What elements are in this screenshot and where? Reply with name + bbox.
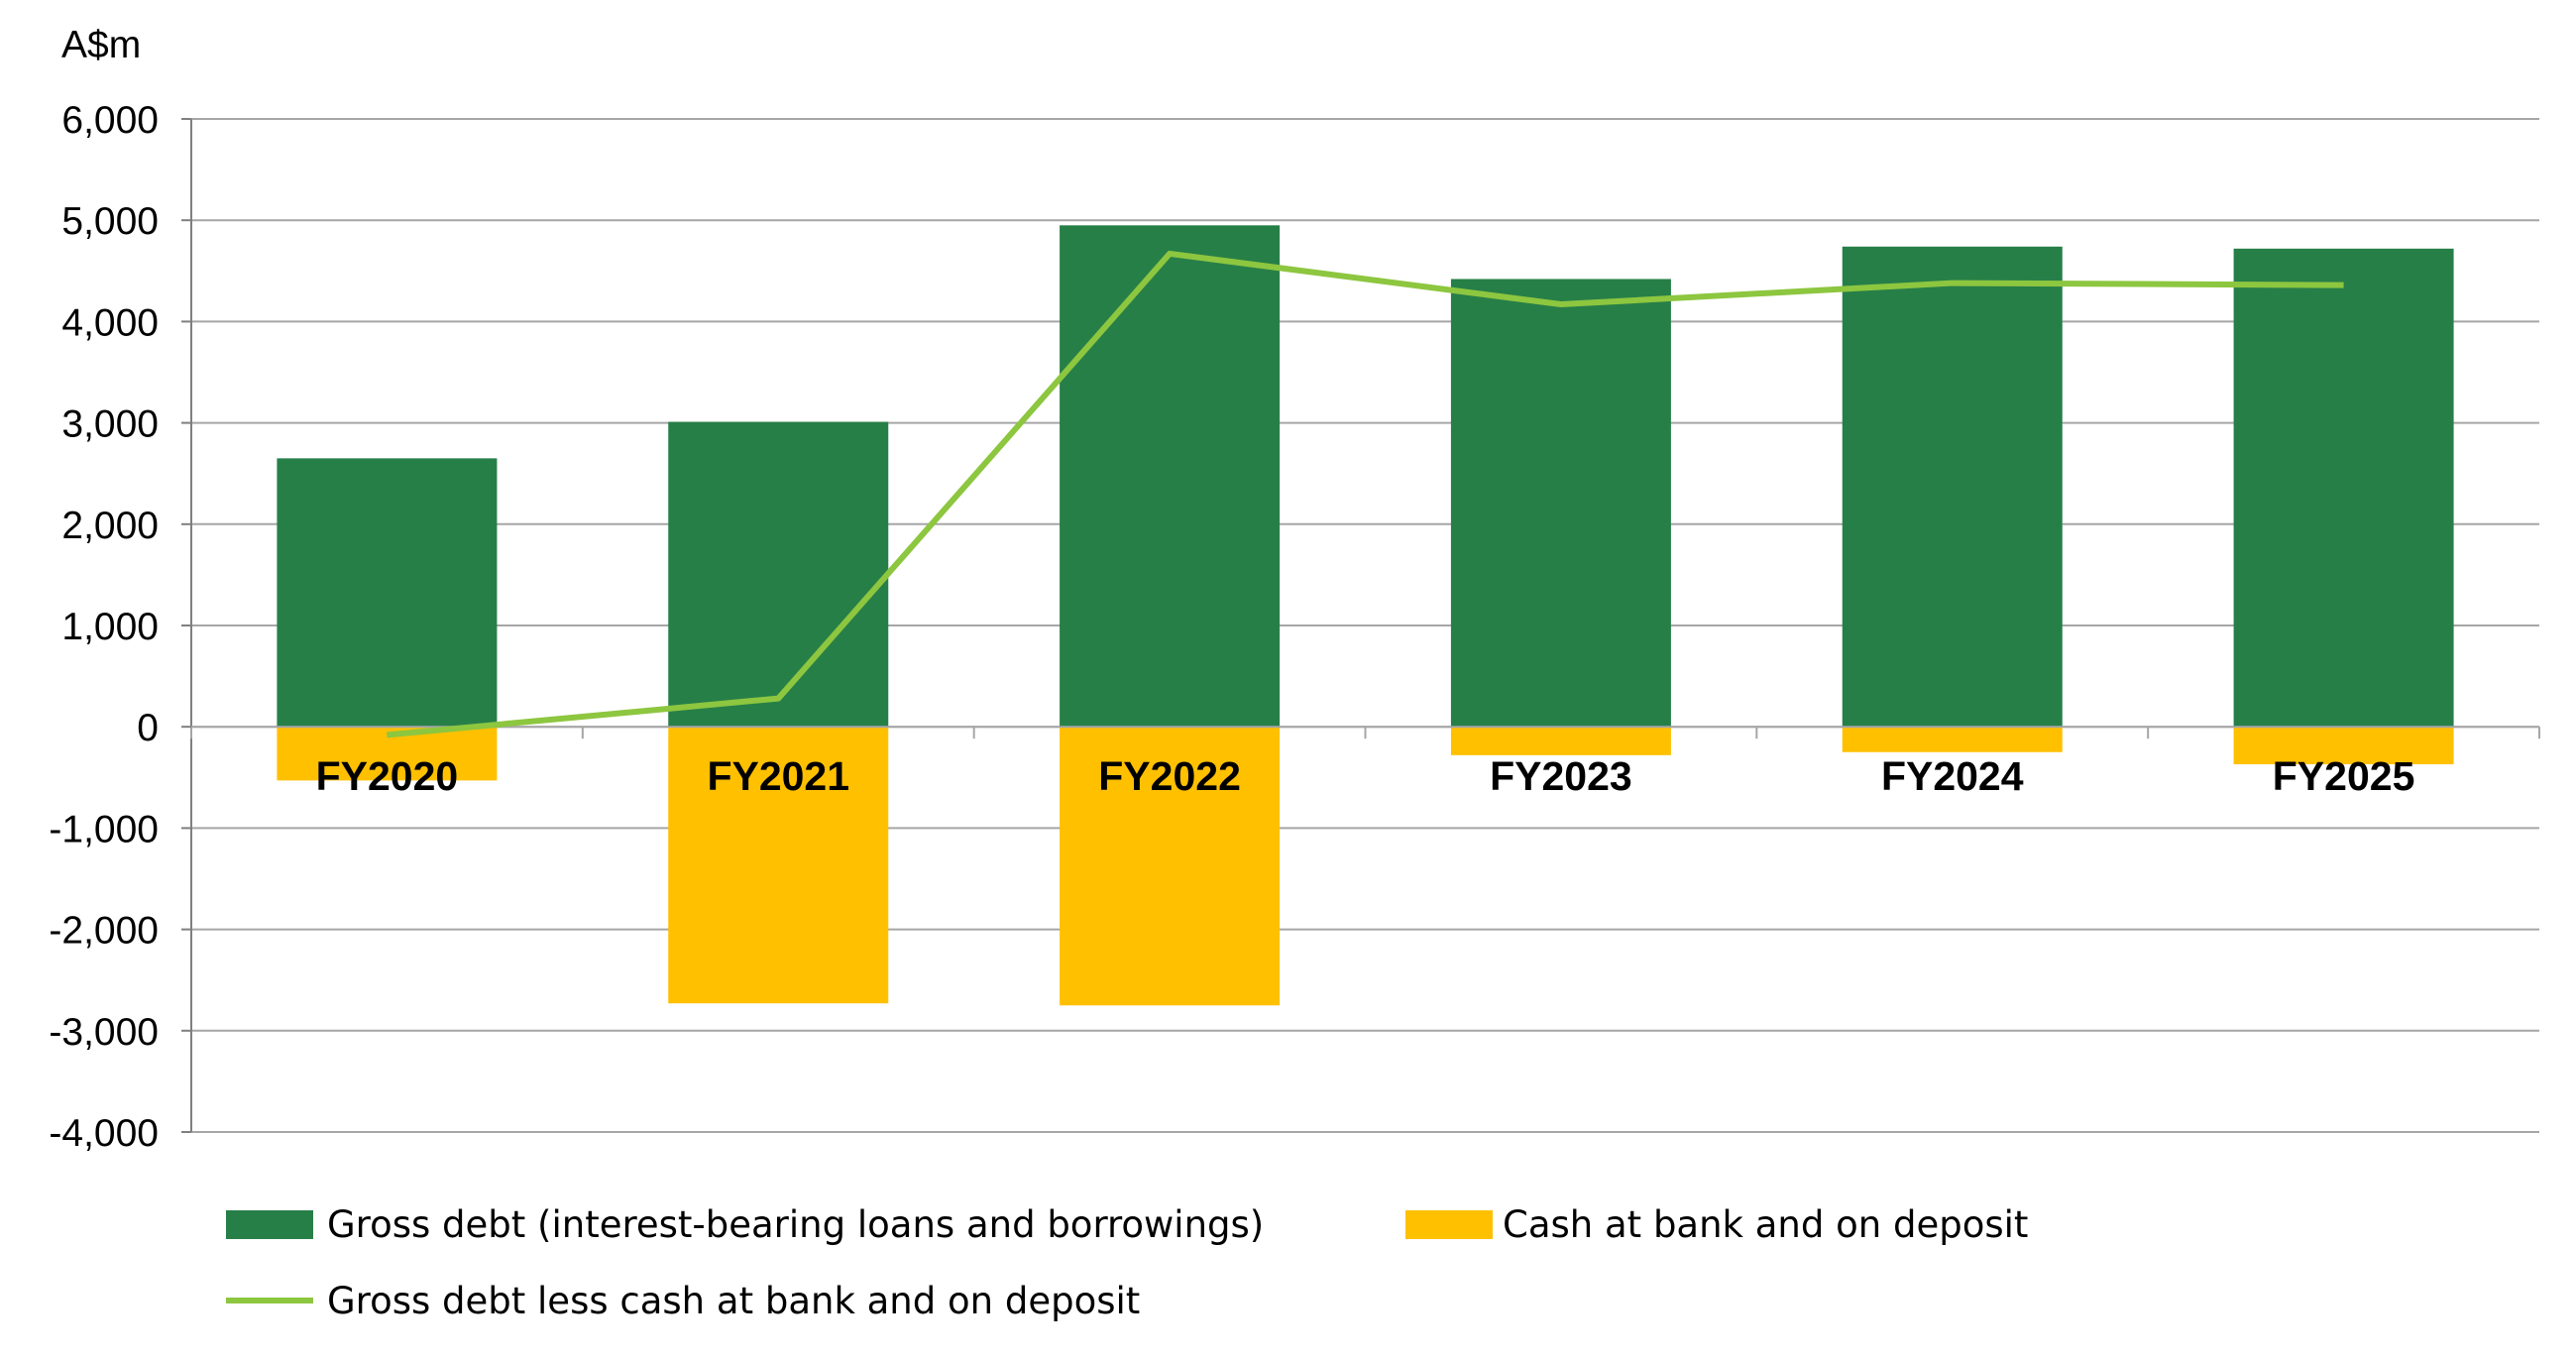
- x-tick-label: FY2023: [1490, 753, 1632, 799]
- y-tick-label: 0: [137, 707, 159, 749]
- y-tick-label: 4,000: [61, 301, 159, 344]
- bar-cash: [2233, 727, 2454, 765]
- net-debt-line: [387, 250, 2344, 738]
- bars: [277, 225, 2454, 1006]
- x-axis-ticks: FY2020 FY2021 FY2022 FY2023 FY2024 FY2025: [316, 753, 2415, 799]
- y-tick-label: -4,000: [49, 1112, 159, 1155]
- x-tick-label: FY2021: [707, 753, 849, 799]
- y-tick-label: 2,000: [61, 505, 159, 547]
- legend-label-gross-debt: Gross debt (interest-bearing loans and b…: [327, 1203, 1264, 1246]
- bar-gross-debt: [1450, 279, 1671, 728]
- bar-cash: [1450, 727, 1671, 755]
- x-tick-label: FY2022: [1098, 753, 1241, 799]
- y-tick-label: 3,000: [61, 403, 159, 446]
- legend-label-cash: Cash at bank and on deposit: [1503, 1203, 2028, 1246]
- bar-cash: [668, 727, 889, 1004]
- bar-gross-debt: [1060, 225, 1281, 728]
- y-tick-label: -2,000: [49, 910, 159, 953]
- x-tick-label: FY2025: [2273, 753, 2415, 799]
- net-debt-line-group: [387, 250, 2344, 738]
- y-tick-label: 5,000: [61, 200, 159, 243]
- legend-swatch-gross-debt: [226, 1210, 313, 1239]
- bar-gross-debt: [1842, 246, 2063, 728]
- bar-cash: [1060, 727, 1281, 1006]
- x-tick-label: FY2020: [316, 753, 459, 799]
- legend: Gross debt (interest-bearing loans and b…: [226, 1203, 2028, 1322]
- gridlines: [191, 118, 2539, 1133]
- legend-swatch-cash: [1405, 1210, 1493, 1239]
- legend-label-net-debt: Gross debt less cash at bank and on depo…: [327, 1280, 1140, 1322]
- y-axis-ticks: 6,000 5,000 4,000 3,000 2,000 1,000 0 -1,000 -2,…: [49, 99, 159, 1155]
- y-tick-label: 1,000: [61, 606, 159, 648]
- bar-gross-debt: [2233, 248, 2454, 728]
- bar-gross-debt: [668, 421, 889, 728]
- x-tick-label: FY2024: [1881, 753, 2024, 799]
- bar-cash: [277, 727, 498, 781]
- y-tick-label: 6,000: [61, 99, 159, 142]
- axes: [181, 118, 2540, 1133]
- y-tick-label: -1,000: [49, 808, 159, 850]
- bar-cash: [1842, 727, 2063, 752]
- y-tick-label: -3,000: [49, 1011, 159, 1054]
- bar-gross-debt: [277, 458, 498, 728]
- unit-label: A$m: [61, 24, 141, 66]
